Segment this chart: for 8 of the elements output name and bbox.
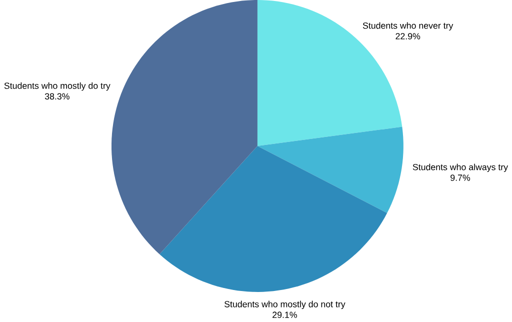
data-label: 29.1% [272, 312, 297, 318]
data-label: 38.3% [44, 93, 70, 100]
slice-label: Students who mostly do try [4, 82, 110, 91]
data-label: 9.7% [450, 174, 470, 181]
slice-label: Students who never try [362, 22, 454, 31]
slice-label: Students who always try [412, 164, 508, 172]
data-label: 22.9% [396, 33, 420, 40]
slice-label: Students who mostly do not try [224, 300, 346, 310]
